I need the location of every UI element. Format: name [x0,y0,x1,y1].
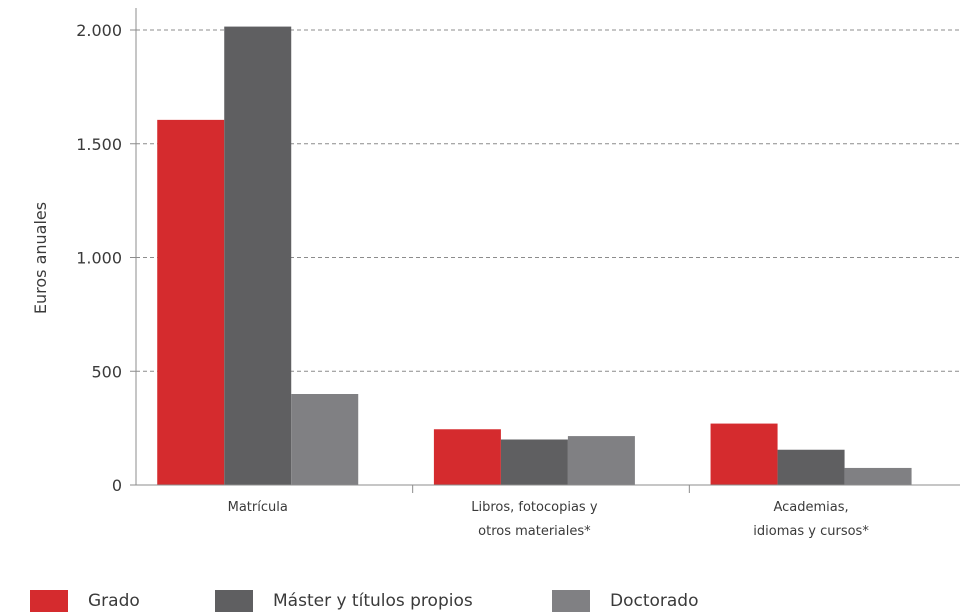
bar-doctorado-1 [567,436,635,485]
category-label: Matrícula [228,500,288,515]
legend-label: Máster y títulos propios [273,591,473,611]
bar-master-0 [224,26,292,486]
y-tick-label: 0 [112,476,122,495]
bar-master-1 [500,439,568,485]
y-tick-label: 500 [91,362,122,381]
bar-grado-2 [710,423,778,485]
legend-label: Grado [88,591,140,611]
y-tick-label: 1.000 [76,249,122,268]
legend-swatch [30,590,68,612]
category-label: otros materiales* [478,524,591,539]
bar-chart: 0 500 1.000 1.500 2.000 Matrícula Libros, fot… [31,8,960,539]
category-label: idiomas y cursos* [753,524,869,539]
legend-item-doctorado: Doctorado [552,590,699,612]
bar-master-2 [777,449,845,485]
legend-swatch [552,590,590,612]
legend: Grado Máster y títulos propios Doctorado [30,590,699,612]
legend-label: Doctorado [610,591,699,611]
legend-item-grado: Grado [30,590,215,612]
bar-grado-0 [157,119,225,486]
y-tick-label: 2.000 [76,21,122,40]
y-tick-label: 1.500 [76,135,122,154]
category-label: Academias, [773,500,848,515]
bar-doctorado-0 [291,394,359,485]
bar-doctorado-2 [844,467,912,485]
legend-swatch [215,590,253,612]
y-axis-tick-labels: 0 500 1.000 1.500 2.000 [76,21,122,495]
bars [157,26,912,486]
category-labels: Matrícula Libros, fotocopias y otros mater… [228,500,870,539]
bar-grado-1 [433,429,501,485]
y-axis-title: Euros anuales [31,202,50,314]
grid-lines [130,29,960,486]
axes [135,8,960,493]
category-label: Libros, fotocopias y [471,500,598,515]
legend-item-master: Máster y títulos propios [215,590,552,612]
